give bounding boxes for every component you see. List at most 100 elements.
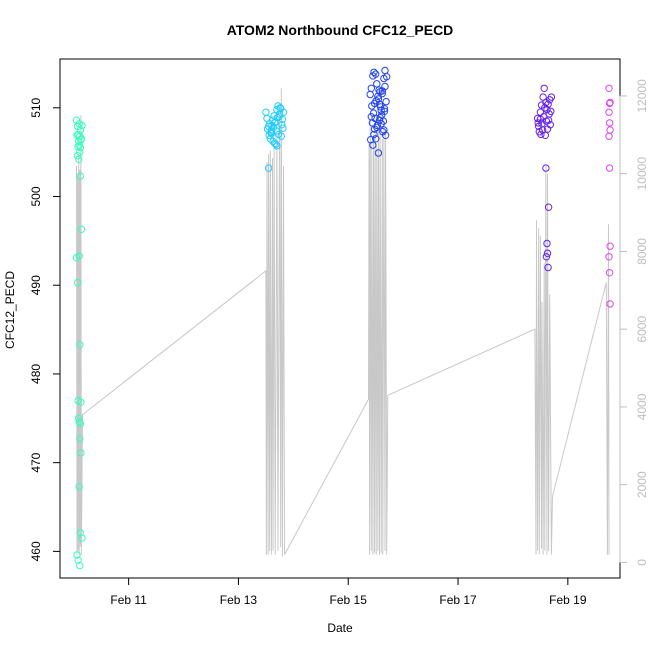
data-point — [75, 414, 83, 422]
data-point — [537, 130, 545, 139]
data-point — [606, 98, 614, 107]
data-point — [76, 435, 84, 443]
data-point — [74, 396, 82, 405]
data-point — [372, 135, 380, 143]
data-point — [277, 132, 285, 140]
y-axis-left: 460 470 480 490 500 510 — [29, 97, 61, 561]
data-point — [73, 152, 82, 160]
data-point — [77, 225, 86, 234]
data-point — [543, 105, 551, 114]
data-point — [605, 132, 613, 140]
data-point — [606, 300, 614, 308]
data-point — [547, 107, 555, 116]
data-point — [381, 66, 389, 75]
data-point — [76, 172, 85, 180]
y-tick-label: 460 — [29, 541, 43, 561]
y-tick-label: 470 — [29, 452, 43, 472]
data-point — [544, 100, 552, 108]
y2-tick-label: 0 — [635, 559, 649, 566]
y-axis-label: CFC12_PECD — [3, 271, 17, 349]
data-point — [605, 108, 613, 116]
data-point — [376, 88, 384, 96]
y-tick-label: 480 — [29, 364, 43, 384]
data-point — [273, 142, 281, 150]
data-point — [380, 107, 389, 116]
data-point — [370, 130, 378, 139]
y-tick-label: 510 — [29, 97, 43, 117]
data-point — [543, 249, 552, 258]
data-point — [76, 529, 85, 537]
data-point — [544, 203, 553, 211]
data-point — [78, 121, 86, 130]
data-point — [76, 419, 85, 428]
data-point — [547, 93, 556, 101]
data-point — [542, 253, 551, 261]
data-point — [378, 89, 386, 98]
y2-tick-label: 8000 — [635, 238, 649, 265]
data-point — [374, 95, 383, 103]
data-point — [75, 482, 83, 491]
data-point — [73, 278, 82, 287]
data-point — [605, 253, 613, 261]
data-point — [376, 103, 385, 111]
series-5 — [605, 84, 614, 308]
data-point — [74, 143, 82, 151]
data-point — [605, 269, 614, 277]
data-point — [605, 164, 614, 172]
data-point — [370, 99, 379, 108]
data-point — [76, 341, 84, 349]
data-point — [77, 136, 85, 144]
data-point — [369, 141, 377, 149]
data-point — [605, 119, 614, 127]
y-tick-label: 500 — [29, 186, 43, 206]
data-point — [375, 116, 384, 124]
data-point — [369, 109, 378, 117]
y-axis-right: 0 2000 4000 6000 8000 10000 12000 — [619, 79, 649, 566]
data-point — [542, 164, 550, 172]
x-tick-label: Feb 13 — [220, 593, 258, 607]
series-4 — [533, 84, 556, 272]
altitude-line-layer — [76, 88, 610, 557]
data-point — [78, 534, 86, 542]
data-point — [543, 239, 551, 248]
data-point — [541, 131, 549, 140]
data-point — [76, 561, 84, 570]
data-point — [75, 155, 83, 164]
data-point — [267, 129, 276, 138]
data-point — [540, 84, 548, 93]
data-point — [546, 121, 554, 129]
data-point — [606, 126, 614, 134]
data-point — [264, 164, 273, 172]
data-point — [373, 80, 381, 88]
x-tick-label: Feb 11 — [110, 593, 147, 607]
data-point — [380, 126, 388, 134]
data-point — [381, 82, 389, 91]
data-point — [380, 105, 389, 113]
data-point — [276, 104, 284, 112]
series-2 — [262, 102, 288, 172]
data-point — [605, 84, 613, 93]
altitude-series-line — [76, 88, 610, 557]
y2-tick-label: 12000 — [635, 79, 649, 113]
chart-title: ATOM2 Northbound CFC12_PECD — [227, 22, 454, 38]
data-point — [278, 121, 286, 129]
data-point — [367, 113, 375, 121]
y2-tick-label: 2000 — [635, 471, 649, 498]
y2-tick-label: 6000 — [635, 316, 649, 343]
data-point — [73, 551, 81, 559]
data-point — [534, 119, 542, 127]
data-point — [366, 90, 374, 99]
data-point — [606, 242, 614, 250]
data-point — [382, 97, 390, 106]
x-axis-label: Date — [327, 621, 353, 635]
y2-tick-label: 4000 — [635, 393, 649, 420]
data-point — [373, 123, 381, 132]
data-point — [272, 140, 280, 148]
data-point — [77, 449, 85, 457]
data-point — [75, 418, 83, 426]
data-point — [536, 115, 545, 124]
y-tick-label: 490 — [29, 275, 43, 295]
data-point — [72, 254, 81, 262]
data-point — [275, 113, 283, 121]
